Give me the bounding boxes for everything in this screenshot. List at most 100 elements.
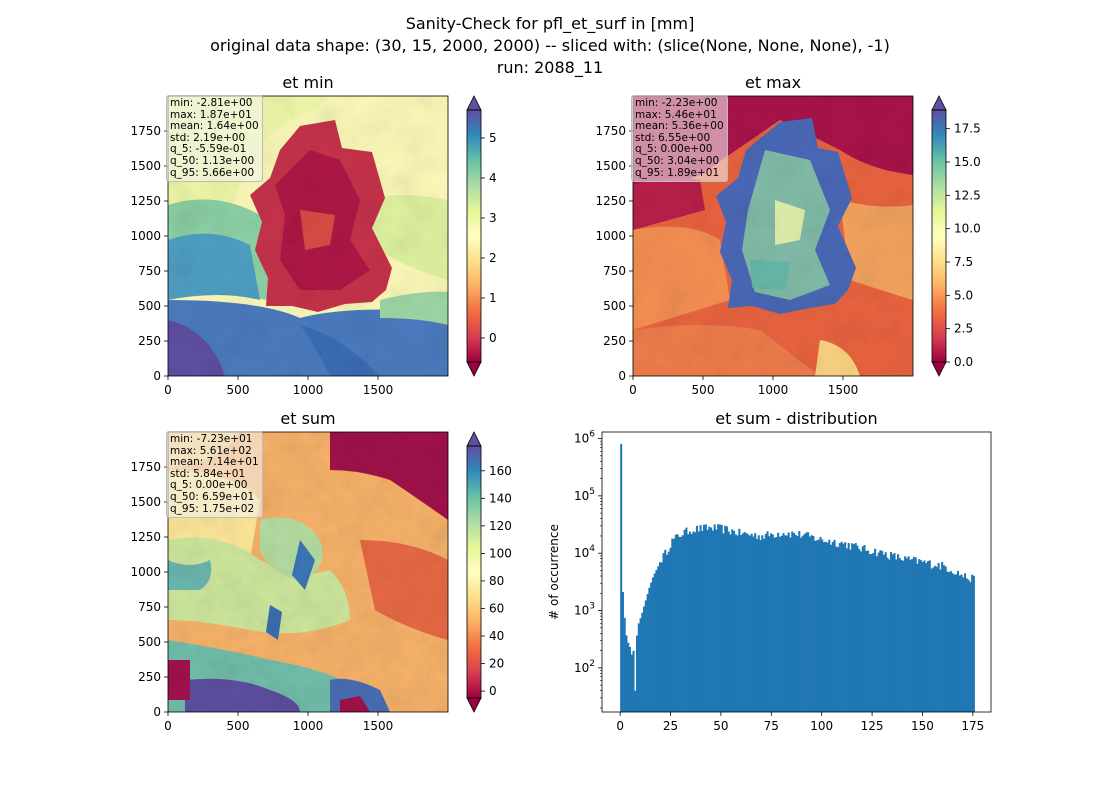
colorbar-tick-label: 60 bbox=[489, 601, 504, 615]
histogram-bar bbox=[935, 566, 938, 712]
histogram-bar bbox=[748, 535, 751, 712]
y-tick-label: 102 bbox=[574, 659, 595, 675]
histogram-bar bbox=[766, 531, 769, 712]
histogram-bar bbox=[710, 527, 713, 712]
panel-et-sum-distribution bbox=[601, 431, 992, 713]
stat-line: q_5: 0.00e+00 bbox=[170, 479, 248, 492]
y-tick-label: 0 bbox=[618, 369, 626, 383]
histogram-bar bbox=[944, 566, 947, 712]
histogram-bar bbox=[706, 529, 709, 712]
histogram-bar bbox=[934, 565, 937, 712]
panel-title: et max bbox=[745, 73, 801, 92]
histogram-bar bbox=[808, 536, 811, 712]
histogram-bar bbox=[810, 535, 813, 712]
stat-line: std: 5.84e+01 bbox=[170, 467, 246, 480]
histogram-bar bbox=[680, 536, 683, 712]
stat-line: std: 2.19e+00 bbox=[170, 131, 246, 144]
histogram-bar bbox=[727, 531, 730, 712]
histogram-bar bbox=[925, 563, 928, 712]
stats-box-et-min: min: -2.81e+00 max: 1.87e+01 mean: 1.64e… bbox=[166, 95, 263, 183]
colorbar-et-max bbox=[931, 95, 947, 377]
histogram-bar bbox=[967, 579, 970, 712]
histogram-bar bbox=[858, 549, 861, 712]
panel-title: et sum - distribution bbox=[715, 409, 877, 428]
histogram-bar bbox=[927, 561, 930, 712]
y-axis-label: # of occurrence bbox=[547, 524, 561, 620]
colorbar-tick-label: 2 bbox=[489, 251, 497, 265]
histogram-bar bbox=[812, 535, 815, 712]
histogram-bar bbox=[884, 552, 887, 712]
x-tick-label: 175 bbox=[961, 719, 984, 733]
histogram-bar bbox=[688, 531, 691, 712]
colorbar-tick-label: 3 bbox=[489, 211, 497, 225]
histogram-bar bbox=[671, 538, 674, 712]
histogram-bar bbox=[801, 535, 804, 712]
histogram-bar bbox=[849, 549, 852, 712]
stat-line: max: 5.46e+01 bbox=[635, 108, 717, 121]
histogram-bar bbox=[665, 554, 669, 712]
histogram-bar bbox=[865, 550, 868, 712]
histogram-bar bbox=[695, 525, 699, 712]
histogram-bar bbox=[784, 535, 787, 712]
panel-title: et min bbox=[282, 73, 333, 92]
suptitle-line-1: Sanity-Check for pfl_et_surf in [mm] bbox=[405, 14, 695, 33]
histogram-bar bbox=[789, 537, 792, 712]
stat-line: min: -2.23e+00 bbox=[635, 97, 718, 109]
histogram-bar bbox=[893, 553, 896, 712]
histogram-bar bbox=[955, 574, 958, 712]
histogram-bar bbox=[921, 561, 924, 712]
histogram-bar bbox=[787, 532, 790, 712]
histogram-bar bbox=[780, 535, 783, 712]
stat-line: q_95: 5.66e+00 bbox=[170, 166, 255, 179]
colorbar-tick-label: 160 bbox=[489, 464, 512, 478]
histogram-bar bbox=[867, 550, 870, 712]
stat-line: min: -7.23e+01 bbox=[170, 433, 253, 445]
stat-line: mean: 5.36e+00 bbox=[635, 120, 724, 133]
x-tick-label: 1500 bbox=[828, 383, 859, 397]
histogram-bar bbox=[755, 538, 759, 712]
histogram-bar bbox=[914, 557, 917, 712]
histogram-bar bbox=[881, 551, 884, 712]
histogram-bar bbox=[854, 543, 857, 712]
histogram-bar bbox=[911, 559, 914, 712]
histogram-bar bbox=[641, 612, 644, 712]
y-tick-label: 1250 bbox=[595, 194, 626, 208]
histogram-bar bbox=[657, 566, 660, 712]
x-tick-label: 1500 bbox=[363, 719, 394, 733]
histogram-bar bbox=[757, 535, 760, 712]
histogram-bar bbox=[703, 524, 706, 712]
y-tick-label: 1000 bbox=[595, 229, 626, 243]
histogram-bar bbox=[651, 577, 654, 712]
x-tick-label: 1000 bbox=[293, 719, 324, 733]
histogram-bar bbox=[754, 533, 757, 712]
histogram-bar bbox=[852, 544, 855, 712]
histogram-bar bbox=[800, 537, 803, 712]
histogram-bar bbox=[741, 533, 744, 712]
y-tick-label: 750 bbox=[138, 264, 161, 278]
panel-title: et sum bbox=[280, 409, 335, 428]
histogram-bar bbox=[851, 543, 854, 712]
histogram-bar bbox=[750, 533, 753, 712]
histogram-bar bbox=[907, 556, 910, 712]
histogram-bar bbox=[644, 600, 647, 712]
histogram-bar bbox=[794, 534, 797, 712]
colorbar-tick-label: 4 bbox=[489, 171, 497, 185]
histogram-bar bbox=[807, 532, 810, 712]
histogram-bar bbox=[956, 570, 960, 712]
colorbar-tick-label: 100 bbox=[489, 546, 512, 560]
histogram-bar bbox=[875, 556, 878, 712]
histogram-bar bbox=[971, 574, 974, 712]
histogram-bar bbox=[718, 524, 721, 712]
histogram-bar bbox=[965, 578, 968, 712]
histogram-bar bbox=[627, 642, 630, 712]
panel-et-sum bbox=[167, 431, 449, 713]
y-tick-label: 1500 bbox=[130, 495, 161, 509]
histogram-bar bbox=[658, 562, 662, 712]
y-tick-label: 250 bbox=[138, 334, 161, 348]
histogram-bar bbox=[683, 529, 686, 712]
histogram-bar bbox=[847, 542, 850, 712]
histogram-bar bbox=[621, 592, 624, 712]
x-tick-label: 75 bbox=[764, 719, 779, 733]
stat-line: mean: 7.14e+01 bbox=[170, 456, 259, 469]
histogram-bar bbox=[844, 542, 847, 712]
